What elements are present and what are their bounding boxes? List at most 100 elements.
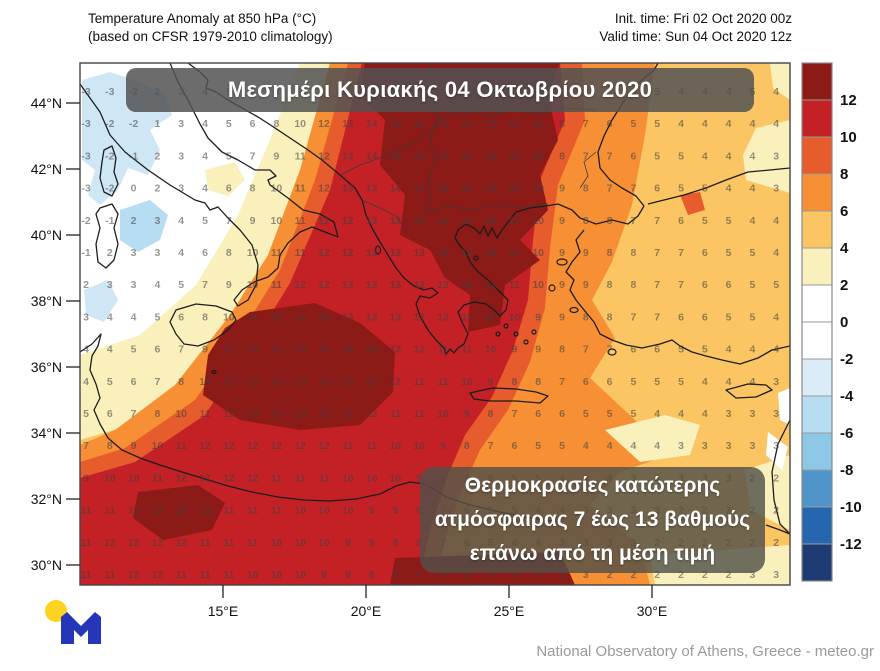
value-label: 15 bbox=[390, 118, 402, 130]
value-label: 6 bbox=[226, 183, 232, 195]
coastline bbox=[187, 63, 581, 355]
value-label: 4 bbox=[726, 376, 732, 388]
value-label: 6 bbox=[702, 247, 708, 259]
value-label: 3 bbox=[749, 440, 755, 452]
region-neg-anomaly bbox=[120, 200, 168, 252]
value-label: 7 bbox=[607, 150, 613, 162]
value-label: 4 bbox=[488, 569, 494, 581]
value-label: 3 bbox=[726, 440, 732, 452]
value-label: 5 bbox=[678, 150, 684, 162]
run-times: Init. time: Fri 02 Oct 2020 00z Valid ti… bbox=[599, 10, 792, 46]
value-label: 11 bbox=[485, 279, 496, 291]
value-label: 8 bbox=[416, 505, 422, 517]
value-label: 5 bbox=[202, 215, 208, 227]
value-label: 14 bbox=[413, 183, 425, 195]
value-label: 11 bbox=[295, 472, 306, 484]
colorbar-label: 0 bbox=[840, 314, 848, 331]
value-label: 1 bbox=[154, 118, 160, 130]
island-coastline bbox=[513, 331, 519, 337]
value-label: 6 bbox=[702, 311, 708, 323]
value-label: 12 bbox=[485, 183, 497, 195]
value-label: 12 bbox=[199, 440, 211, 452]
value-label: 7 bbox=[654, 215, 660, 227]
value-label: -3 bbox=[81, 118, 90, 130]
value-label: 8 bbox=[607, 215, 613, 227]
colorbar-segment bbox=[801, 543, 833, 582]
value-label: 11 bbox=[271, 247, 282, 259]
value-label: 5 bbox=[178, 279, 184, 291]
value-label: 8 bbox=[630, 247, 636, 259]
value-label: 11 bbox=[295, 183, 306, 195]
value-label: 5 bbox=[654, 376, 660, 388]
value-label: 7 bbox=[654, 247, 660, 259]
region-2to4-italy bbox=[205, 162, 245, 196]
value-label: 12 bbox=[390, 344, 402, 356]
value-label: 12 bbox=[485, 215, 497, 227]
value-label: 10 bbox=[509, 311, 521, 323]
value-label: 7 bbox=[559, 376, 565, 388]
island-coastline bbox=[556, 258, 568, 266]
value-label: -3 bbox=[81, 150, 90, 162]
colorbar-label: 2 bbox=[840, 277, 848, 294]
value-label: 12 bbox=[342, 215, 354, 227]
value-label: 11 bbox=[271, 279, 282, 291]
colorbar-label: 8 bbox=[840, 166, 848, 183]
value-label: 6 bbox=[202, 247, 208, 259]
value-label: 3 bbox=[749, 569, 755, 581]
value-label: 3 bbox=[83, 311, 89, 323]
value-label: 12 bbox=[175, 537, 187, 549]
value-label: 12 bbox=[318, 408, 330, 420]
value-label: 10 bbox=[532, 279, 544, 291]
value-label: 10 bbox=[247, 247, 259, 259]
island-coastline bbox=[99, 145, 119, 197]
value-label: 4 bbox=[654, 440, 660, 452]
value-label: 9 bbox=[369, 537, 375, 549]
value-label: 12 bbox=[318, 215, 330, 227]
value-label: 13 bbox=[485, 150, 497, 162]
value-label: 12 bbox=[175, 472, 187, 484]
value-label: 14 bbox=[437, 118, 449, 130]
value-label: 6 bbox=[607, 118, 613, 130]
value-label: 2 bbox=[83, 279, 89, 291]
colorbar-label: -12 bbox=[840, 536, 862, 553]
value-label: 5 bbox=[131, 344, 137, 356]
value-label: 12 bbox=[437, 311, 449, 323]
value-label: 2 bbox=[773, 472, 779, 484]
value-label: 5 bbox=[702, 183, 708, 195]
value-label: 5 bbox=[749, 279, 755, 291]
value-label: 10 bbox=[152, 440, 164, 452]
value-label: 12 bbox=[366, 408, 378, 420]
value-label: 5 bbox=[583, 408, 589, 420]
value-label: 10 bbox=[532, 150, 544, 162]
value-label: 8 bbox=[583, 311, 589, 323]
value-label: 8 bbox=[559, 118, 565, 130]
value-label: 14 bbox=[461, 118, 473, 130]
value-label: 2 bbox=[154, 150, 160, 162]
value-label: 7 bbox=[607, 183, 613, 195]
value-label: 7 bbox=[583, 118, 589, 130]
value-label: 8 bbox=[559, 344, 565, 356]
value-label: 12 bbox=[247, 472, 259, 484]
value-label: 4 bbox=[107, 311, 113, 323]
value-label: 10 bbox=[532, 247, 544, 259]
value-label: 4 bbox=[702, 408, 708, 420]
value-label: 11 bbox=[104, 505, 115, 517]
lat-label: 32°N bbox=[31, 491, 62, 507]
value-label: 8 bbox=[154, 408, 160, 420]
colorbar-segment bbox=[801, 358, 833, 397]
value-label: 4 bbox=[749, 118, 755, 130]
value-label: 9 bbox=[583, 247, 589, 259]
value-label: 6 bbox=[250, 118, 256, 130]
value-label: 13 bbox=[366, 279, 378, 291]
value-label: 14 bbox=[437, 150, 449, 162]
value-label: 13 bbox=[247, 408, 259, 420]
value-label: 3 bbox=[773, 408, 779, 420]
value-label: -2 bbox=[105, 183, 114, 195]
region-2to4-se bbox=[605, 415, 700, 462]
colorbar-segment bbox=[801, 99, 833, 138]
value-label: 12 bbox=[128, 537, 140, 549]
value-label: 5 bbox=[226, 150, 232, 162]
value-label: 12 bbox=[318, 183, 330, 195]
value-label: -2 bbox=[81, 215, 90, 227]
annotation-line3: επάνω από τη μέση τιμή bbox=[469, 542, 716, 565]
